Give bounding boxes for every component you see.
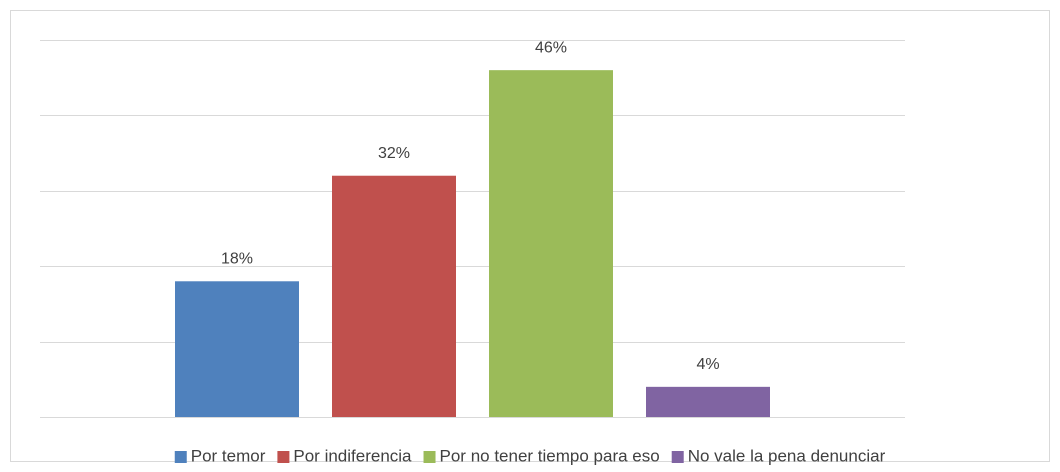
data-label: 4% — [696, 356, 719, 373]
legend-label: No vale la pena denunciar — [688, 446, 886, 465]
legend-swatch — [174, 451, 187, 463]
legend-swatch — [423, 451, 436, 463]
bar — [489, 70, 613, 417]
legend-swatch — [277, 451, 290, 463]
legend-swatch — [671, 451, 684, 463]
data-label: 18% — [221, 250, 253, 267]
data-label: 32% — [378, 145, 410, 162]
legend-label: Por temor — [191, 446, 266, 465]
legend-label: Por no tener tiempo para eso — [440, 446, 660, 465]
bar — [175, 281, 299, 417]
bar — [646, 386, 770, 417]
data-label: 46% — [535, 39, 567, 56]
bar — [332, 175, 456, 417]
legend-label: Por indiferencia — [293, 446, 412, 465]
